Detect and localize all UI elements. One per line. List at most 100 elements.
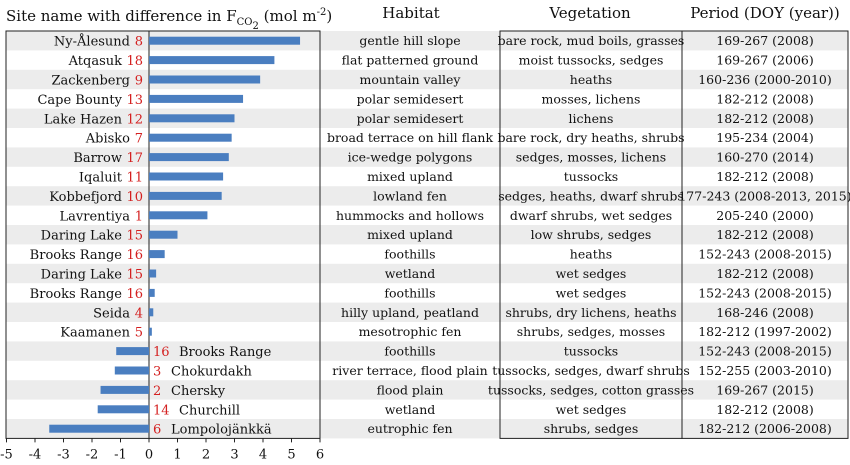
- site-name: Seida: [93, 306, 130, 321]
- row-band: [6, 31, 848, 51]
- bar: [149, 327, 152, 336]
- site-name: Atqasuk: [68, 54, 123, 69]
- row-band: [6, 419, 848, 439]
- vegetation-cell: heaths: [570, 247, 612, 262]
- habitat-cell: flood plain: [377, 382, 444, 397]
- bar: [149, 172, 224, 181]
- site-name: Kaamanen: [60, 326, 130, 341]
- site-number: 16: [126, 248, 143, 263]
- site-name: Barrow: [73, 151, 122, 166]
- period-cell: 152-243 (2008-2015): [698, 344, 832, 359]
- bar: [149, 230, 178, 239]
- site-number: 12: [126, 112, 143, 127]
- site-number: 1: [135, 209, 143, 224]
- bar: [149, 191, 222, 200]
- site-number: 16: [126, 287, 143, 302]
- habitat-cell: eutrophic fen: [367, 421, 452, 436]
- period-cell: 177-243 (2008-2013, 2015): [678, 188, 850, 203]
- bar: [149, 153, 229, 162]
- bar: [100, 385, 149, 394]
- site-name: Kobbefjord: [49, 190, 122, 205]
- site-name: Chersky: [171, 384, 226, 399]
- vegetation-column-header: Vegetation: [549, 4, 631, 22]
- vegetation-cell: shrubs, sedges: [544, 421, 638, 436]
- habitat-cell: lowland fen: [373, 188, 447, 203]
- vegetation-cell: low shrubs, sedges: [531, 227, 652, 242]
- vegetation-cell: tussocks: [564, 169, 618, 184]
- site-name: Brooks Range: [30, 287, 123, 302]
- site-number: 15: [126, 229, 143, 244]
- habitat-cell: broad terrace on hill flank: [327, 130, 494, 145]
- bar: [114, 366, 149, 375]
- habitat-cell: mountain valley: [360, 72, 462, 87]
- period-cell: 152-243 (2008-2015): [698, 247, 832, 262]
- site-number: 8: [135, 35, 143, 50]
- period-cell: 205-240 (2000): [716, 208, 813, 223]
- row-band: [6, 225, 848, 245]
- vegetation-cell: sedges, heaths, dwarf shrubs: [498, 188, 684, 203]
- bar: [149, 75, 261, 84]
- period-cell: 182-212 (2008): [716, 227, 813, 242]
- x-tick-label: 0: [145, 447, 153, 462]
- x-tick-label: -2: [86, 447, 99, 462]
- period-cell: 160-236 (2000-2010): [698, 72, 832, 87]
- period-cell: 182-212 (1997-2002): [698, 324, 832, 339]
- site-name: Ny-Ålesund: [54, 34, 130, 50]
- period-cell: 152-255 (2003-2010): [698, 363, 832, 378]
- site-name: Abisko: [85, 132, 130, 147]
- vegetation-cell: heaths: [570, 72, 612, 87]
- row-band: [6, 380, 848, 400]
- habitat-cell: wetland: [385, 402, 436, 417]
- row-band: [6, 69, 848, 90]
- period-cell: 169-267 (2008): [716, 33, 813, 48]
- vegetation-cell: mosses, lichens: [542, 91, 641, 106]
- bar: [49, 424, 149, 433]
- period-cell: 152-243 (2008-2015): [698, 285, 832, 300]
- x-tick-label: 4: [259, 447, 267, 462]
- period-frame: [681, 30, 849, 439]
- site-name: Brooks Range: [30, 248, 123, 263]
- site-name: Chokurdakh: [171, 365, 253, 380]
- period-cell: 169-267 (2006): [716, 53, 813, 68]
- bar: [149, 36, 301, 45]
- habitat-cell: foothills: [384, 285, 435, 300]
- habitat-cell: mixed upland: [367, 227, 453, 242]
- vegetation-cell: shrubs, dry lichens, heaths: [505, 305, 676, 320]
- x-tick-label: 2: [202, 447, 210, 462]
- vegetation-cell: tussocks, sedges, cotton grasses: [488, 382, 694, 397]
- vegetation-cell: lichens: [569, 111, 614, 126]
- period-column-header: Period (DOY (year)): [690, 4, 840, 22]
- bar: [149, 133, 232, 142]
- bar: [149, 288, 155, 297]
- site-name: Brooks Range: [179, 345, 272, 360]
- x-tick-label: 5: [287, 447, 295, 462]
- period-cell: 182-212 (2008): [716, 402, 813, 417]
- row-band: [6, 302, 848, 322]
- period-cell: 182-212 (2008): [716, 266, 813, 281]
- site-column-header: Site name with difference in FCO2 (mol m…: [6, 7, 333, 32]
- site-number: 16: [153, 345, 170, 360]
- site-number: 15: [126, 268, 143, 283]
- site-number: 2: [153, 384, 161, 399]
- site-number: 11: [126, 171, 143, 186]
- bar: [149, 114, 235, 123]
- period-cell: 182-212 (2008): [716, 169, 813, 184]
- period-cell: 182-212 (2006-2008): [698, 421, 832, 436]
- habitat-cell: wetland: [385, 266, 436, 281]
- site-number: 10: [126, 190, 143, 205]
- vegetation-cell: shrubs, sedges, mosses: [517, 324, 665, 339]
- site-number: 17: [126, 151, 143, 166]
- vegetation-cell: tussocks: [564, 344, 618, 359]
- site-number: 4: [135, 306, 143, 321]
- vegetation-cell: wet sedges: [556, 266, 627, 281]
- chart-frame: [5, 30, 321, 439]
- vegetation-cell: sedges, mosses, lichens: [516, 150, 666, 165]
- habitat-cell: polar semidesert: [357, 91, 464, 106]
- row-band: [6, 108, 848, 128]
- site-name: Zackenberg: [51, 74, 130, 89]
- bar: [116, 347, 149, 356]
- vegetation-cell: wet sedges: [556, 402, 627, 417]
- site-number: 7: [135, 132, 143, 147]
